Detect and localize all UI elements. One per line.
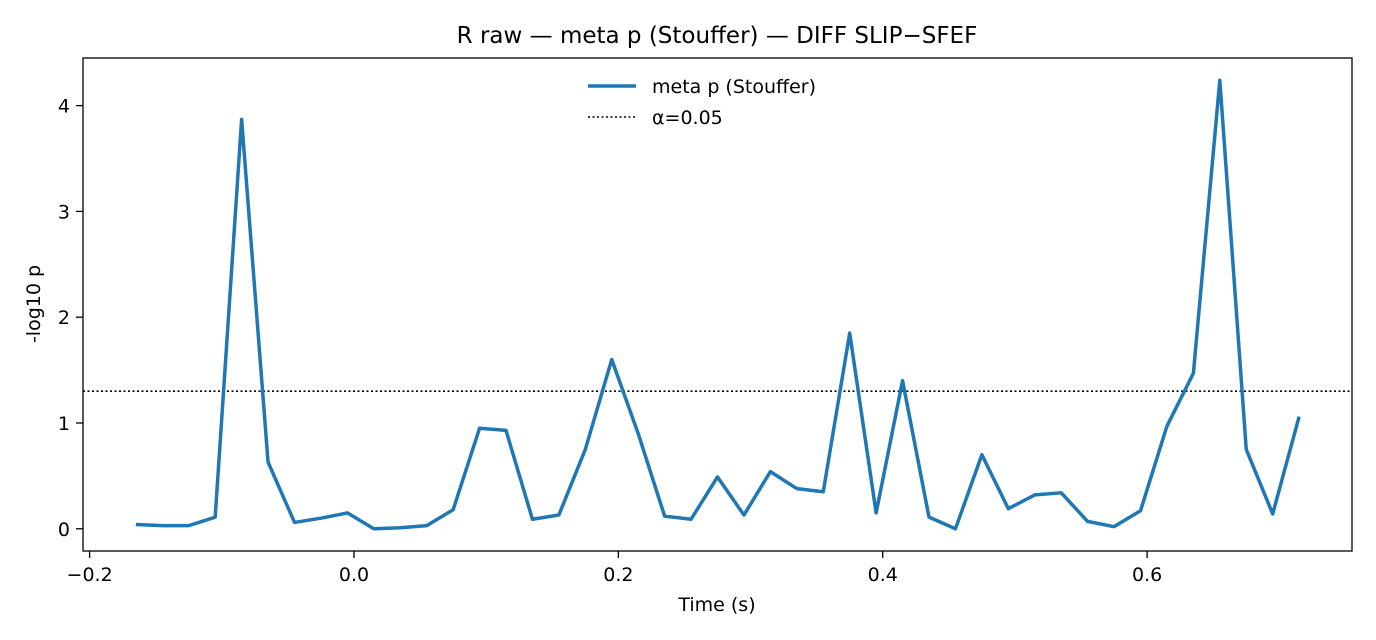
x-axis: −0.2 0.0 0.2 0.4 0.6 — [67, 551, 1162, 586]
plot-frame — [82, 57, 1353, 552]
chart-title: R raw — meta p (Stouffer) — DIFF SLIP−SF… — [457, 23, 978, 49]
y-axis-label: -log10 p — [23, 265, 45, 343]
x-tick-label: 0.6 — [1132, 564, 1162, 586]
x-tick-label: 0.2 — [603, 564, 633, 586]
x-tick-label: 0.4 — [868, 564, 898, 586]
y-tick-label: 3 — [58, 201, 70, 223]
x-axis-label: Time (s) — [677, 594, 755, 616]
legend-label-meta-p: meta p (Stouffer) — [652, 76, 816, 98]
series-line-meta-p — [135, 78, 1301, 531]
y-tick-label: 1 — [58, 413, 70, 435]
x-tick-label: −0.2 — [67, 564, 113, 586]
x-tick-label: 0.0 — [339, 564, 369, 586]
y-axis: 0 1 2 3 4 — [58, 96, 83, 541]
legend-label-alpha: α=0.05 — [652, 107, 723, 129]
legend: meta p (Stouffer) α=0.05 — [588, 76, 816, 129]
y-tick-label: 4 — [58, 96, 70, 118]
plot-area — [83, 78, 1352, 531]
y-tick-label: 0 — [58, 519, 70, 541]
y-tick-label: 2 — [58, 307, 70, 329]
